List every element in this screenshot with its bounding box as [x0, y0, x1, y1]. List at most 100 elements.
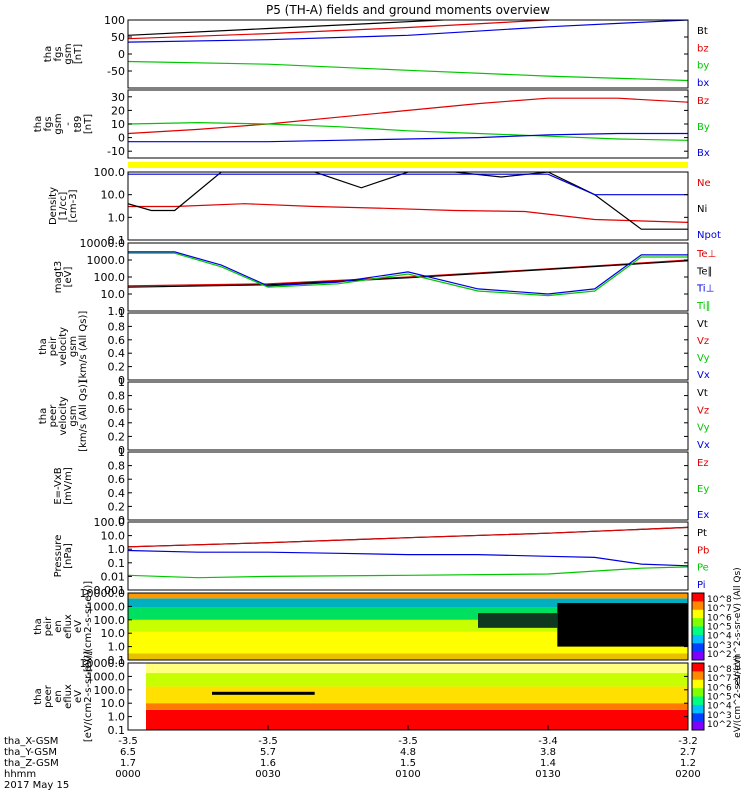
y-tick-label: 0.01: [101, 570, 126, 583]
status-bar: [128, 162, 688, 168]
y-axis-label: velocity: [58, 327, 69, 366]
y-tick-label: 10.0: [101, 697, 126, 710]
colorbar-segment: [692, 679, 704, 689]
series-line-Pi: [128, 549, 688, 567]
y-axis-label: [nT]: [73, 44, 84, 64]
y-tick-label: 0.2: [108, 500, 126, 513]
legend-entry: Bx: [697, 148, 710, 159]
colorbar-tick-label: 10^8: [707, 665, 732, 675]
energy-band: [128, 686, 688, 704]
plot-title: P5 (TH-A) fields and ground moments over…: [266, 3, 550, 17]
series-line-Ne: [128, 203, 688, 223]
legend-entry: Vx: [697, 440, 710, 451]
energy-band: [128, 673, 688, 687]
series-line-Bx: [128, 132, 688, 143]
x-tick-label: -3.4: [538, 736, 558, 747]
legend-entry: Npot: [697, 230, 721, 241]
y-tick-label: 0.4: [108, 417, 126, 430]
colorbar-segment: [692, 713, 704, 723]
legend-entry: bz: [697, 43, 709, 54]
colorbar-segment: [692, 663, 704, 672]
colorbar-segment: [692, 671, 704, 681]
series-line-Npot: [128, 173, 688, 196]
y-tick-label: 10000.0: [80, 237, 126, 250]
y-axis-label: en: [53, 690, 64, 703]
y-axis-label: gsm: [63, 43, 74, 64]
x-tick-label: 0000: [115, 769, 140, 780]
panel-frame: [127, 592, 689, 661]
legend-entry: Pi: [697, 580, 706, 591]
colorbar-segment: [692, 651, 704, 661]
legend-entry: Ex: [697, 510, 709, 521]
colorbar-tick-label: 10^5: [707, 623, 732, 633]
x-tick-label: 3.8: [540, 747, 556, 758]
y-tick-label: 10.0: [101, 627, 126, 640]
data-gap: [478, 613, 558, 628]
colorbar-tick-label: 10^7: [707, 674, 732, 684]
energy-band: [128, 593, 688, 599]
energy-band: [128, 709, 688, 730]
series-line-Bz: [128, 97, 688, 135]
y-tick-label: 1: [118, 376, 125, 389]
y-axis-label: [cm-3]: [68, 189, 79, 222]
y-axis-label: tha: [33, 618, 44, 634]
legend-entry: By: [697, 122, 710, 133]
legend-entry: Pe: [697, 563, 709, 574]
colorbar-tick-label: 10^8: [707, 595, 732, 605]
x-tick-label: 5.7: [260, 747, 276, 758]
colorbar-segment: [692, 593, 704, 602]
x-row-label: tha_Z-GSM: [4, 758, 59, 769]
energy-band: [128, 653, 688, 660]
y-tick-label: 100.0: [94, 516, 126, 529]
legend-entry: Ti⊥: [696, 284, 714, 295]
x-row-label: tha_Y-GSM: [4, 747, 57, 758]
y-axis-label: gsm: [68, 405, 79, 426]
series-line-Te∥: [128, 260, 688, 288]
y-axis-label: [km/s (All Qs)]: [78, 311, 89, 383]
legend-entry: Vt: [697, 319, 708, 330]
y-tick-label: 0.6: [108, 473, 126, 486]
colorbar-tick-label: 10^6: [707, 683, 732, 693]
series-line-Ti∥: [128, 252, 688, 297]
y-tick-label: 10000.0: [80, 657, 126, 670]
y-axis-label: [km/s (All Qs)]: [78, 380, 89, 452]
y-axis-label: tha: [38, 408, 49, 424]
series-line-by: [128, 60, 688, 82]
x-tick-label: 0030: [255, 769, 280, 780]
y-axis-label: t89: [73, 116, 84, 133]
y-axis-label: [eV/(cm2-s-sr-eV)]: [83, 581, 94, 672]
colorbar-tick-label: 10^4: [707, 702, 732, 712]
y-tick-label: 0.4: [108, 347, 126, 360]
y-tick-label: -10: [107, 145, 125, 158]
x-tick-label: 1.6: [260, 758, 276, 769]
series-line-Ni: [128, 172, 688, 230]
series-line-Pb: [128, 526, 688, 548]
series-line-bx: [128, 20, 688, 43]
date-label: 2017 May 15: [4, 780, 69, 791]
y-tick-label: 0: [118, 444, 125, 457]
y-tick-label: 1000.0: [87, 254, 126, 267]
legend-entry: bx: [697, 78, 709, 89]
x-tick-label: 0100: [395, 769, 420, 780]
spectrogram: [128, 593, 688, 660]
legend-entry: Bt: [697, 26, 708, 37]
legend-entry: Ti∥: [696, 301, 711, 312]
panel-frame: [127, 312, 689, 381]
y-tick-label: 0: [118, 48, 125, 61]
legend-entry: Pb: [697, 545, 709, 556]
spectrogram: [128, 663, 688, 730]
colorbar-segment: [692, 721, 704, 731]
energy-band: [128, 598, 688, 608]
colorbar-segment: [692, 601, 704, 611]
legend-entry: by: [697, 61, 709, 72]
y-tick-label: 1.0: [108, 211, 126, 224]
colorbar-tick-label: 10^3: [707, 641, 732, 651]
series-line-bz: [128, 20, 558, 40]
legend-entry: Te⊥: [696, 249, 716, 260]
legend-entry: Ne: [697, 178, 711, 189]
energy-band: [128, 663, 688, 674]
y-tick-label: 10.0: [101, 530, 126, 543]
legend-entry: Vz: [697, 405, 709, 416]
y-axis-label: en: [53, 620, 64, 633]
legend-entry: Vx: [697, 370, 710, 381]
